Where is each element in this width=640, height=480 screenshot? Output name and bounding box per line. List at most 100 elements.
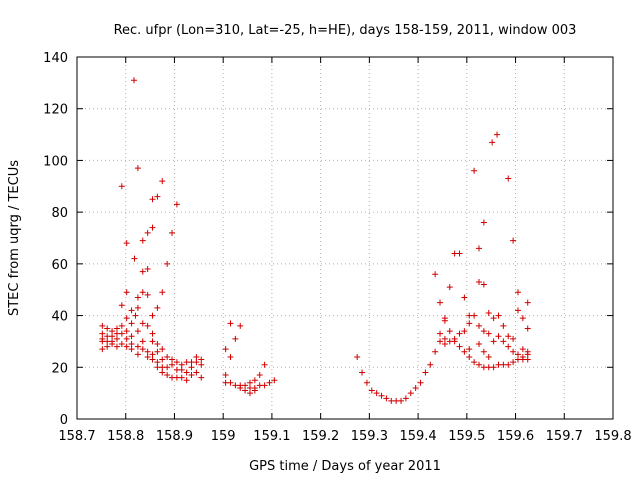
data-point [471,359,478,366]
data-point [466,346,473,353]
x-tick-label: 159.3 [351,429,388,444]
data-point [480,219,487,226]
data-point [159,356,166,363]
data-point [407,390,414,397]
axis-ticks: 158.7 158.8 158.9 159 159.1 159.2 159.3 159.4 15… [43,51,631,444]
data-point [134,343,141,350]
data-point [242,387,249,394]
data-point [363,379,370,386]
data-point [144,348,151,355]
data-point [368,387,375,394]
data-point [198,356,205,363]
data-point [123,343,130,350]
x-tick-label: 159.2 [302,429,339,444]
data-point [510,348,517,355]
data-point [149,330,156,337]
data-point [198,374,205,381]
data-point [417,379,424,386]
x-tick-label: 158.7 [58,429,95,444]
x-tick-label: 159 [211,429,236,444]
data-point [113,343,120,350]
data-point [109,333,116,340]
y-axis-label: STEC from uqrg / TECUs [7,160,22,316]
data-point [505,175,512,182]
data-point [402,395,409,402]
data-point [104,343,111,350]
data-point [109,341,116,348]
data-point [123,240,130,247]
data-point [485,330,492,337]
data-point [193,369,200,376]
y-tick-label: 20 [51,361,68,376]
data-point [476,245,482,252]
data-point [490,315,497,322]
data-point [169,229,176,236]
y-tick-label: 40 [51,310,68,325]
data-point [173,201,180,208]
data-point [118,341,125,348]
data-point [104,325,111,332]
data-point [139,320,146,327]
data-point [476,322,482,329]
data-point [178,366,185,373]
data-point [246,390,253,397]
data-point [222,346,229,353]
data-point [134,304,141,311]
x-tick-label: 159.5 [448,429,485,444]
y-tick-label: 140 [43,51,68,66]
data-point [188,372,195,379]
data-point [154,348,161,355]
data-point [131,255,138,262]
data-point [149,196,156,203]
data-point [451,338,458,345]
data-point [159,289,166,296]
data-point [471,167,478,174]
data-point [144,266,151,273]
data-point [169,361,176,368]
data-point [139,237,146,244]
plot-border [76,56,614,420]
data-point [144,229,151,236]
data-point [354,353,361,360]
x-tick-label: 159.4 [399,429,436,444]
data-point [113,325,120,332]
data-point [494,131,501,138]
data-point [510,237,517,244]
data-point [134,294,141,301]
data-point [144,291,151,298]
data-point [227,379,234,386]
data-point [149,312,156,319]
data-point [178,361,185,368]
data-point [489,139,496,146]
data-point [524,325,531,332]
data-point [154,304,161,311]
data-point [514,307,521,314]
data-point [251,377,258,384]
data-point [505,361,512,368]
data-point [99,322,106,329]
data-point [149,338,156,345]
data-point [118,330,125,337]
data-point [169,356,176,363]
data-point [139,289,146,296]
data-point [466,320,473,327]
data-point [456,343,463,350]
data-point [154,359,161,366]
data-point [432,271,439,278]
data-point [149,356,156,363]
data-point [139,346,146,353]
data-point [485,309,492,316]
data-point [519,315,526,322]
data-point [373,390,380,397]
data-point [456,330,463,337]
data-point [519,346,526,353]
data-point [500,338,507,345]
data-point [412,384,419,391]
data-points [99,77,531,404]
y-tick-label: 80 [51,206,68,221]
data-point [134,328,141,335]
data-point [466,353,473,360]
data-point [271,377,278,384]
data-point [222,372,229,379]
data-point [123,289,130,296]
